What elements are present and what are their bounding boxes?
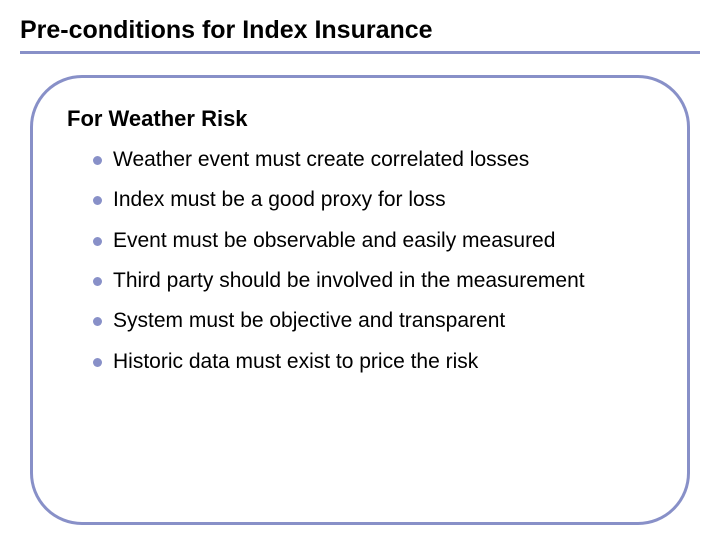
- list-item: Third party should be involved in the me…: [93, 267, 653, 295]
- list-item: Event must be observable and easily meas…: [93, 227, 653, 255]
- list-item: Historic data must exist to price the ri…: [93, 348, 653, 376]
- subheading: For Weather Risk: [67, 106, 653, 132]
- list-item: Weather event must create correlated los…: [93, 146, 653, 174]
- list-item: System must be objective and transparent: [93, 307, 653, 335]
- bullet-list: Weather event must create correlated los…: [67, 146, 653, 376]
- content-frame: For Weather Risk Weather event must crea…: [30, 75, 690, 525]
- title-area: Pre-conditions for Index Insurance: [0, 0, 720, 62]
- slide-title: Pre-conditions for Index Insurance: [20, 16, 700, 45]
- list-item: Index must be a good proxy for loss: [93, 186, 653, 214]
- title-underline: [20, 51, 700, 54]
